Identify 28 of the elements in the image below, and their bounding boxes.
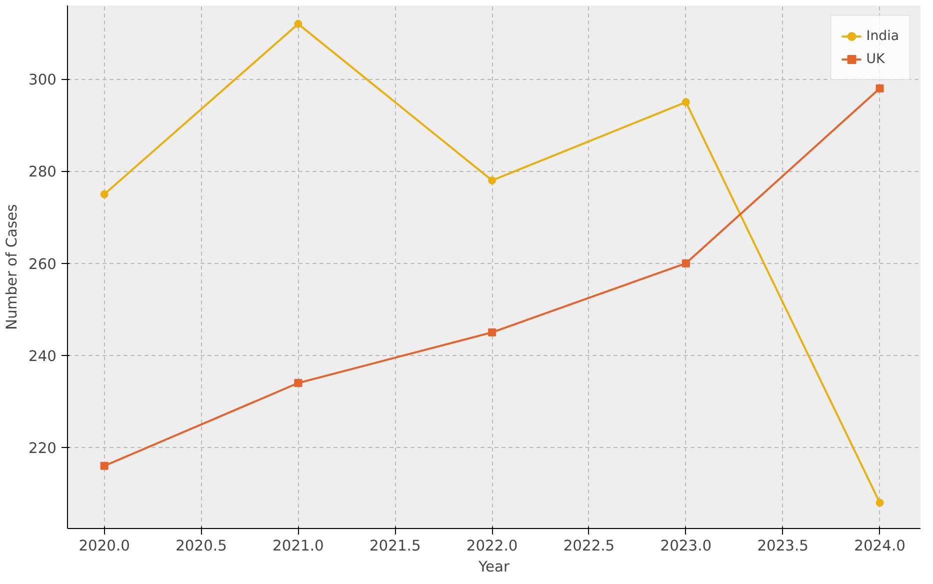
x-tick-label: 2021.0 [272,538,324,554]
point [682,259,690,268]
y-tick-label: 240 [28,348,57,365]
point [682,98,690,106]
x-tick-label: 2022.0 [466,538,518,554]
y-tick-label: 260 [28,256,57,273]
x-tick-label: 2023.0 [660,538,712,554]
x-tick-label: 2023.5 [757,538,809,554]
x-axis-title: Year [477,558,510,576]
y-tick-label: 280 [28,164,57,181]
point [876,498,884,507]
point [294,379,302,388]
y-axis-title: Number of Cases [4,204,21,330]
x-tick-label: 2021.5 [369,538,421,554]
y-tick-label: 300 [28,72,57,89]
point [294,20,302,28]
legend-label: India [866,28,899,44]
x-tick-label: 2020.5 [176,538,227,554]
point [876,84,884,92]
x-tick-label: 2020.0 [78,538,130,554]
x-tick-label: 2024.0 [854,538,906,554]
point [100,462,108,470]
legend-label: UK [866,52,886,66]
x-tick-label: 2022.5 [563,538,615,554]
point [488,176,496,184]
point [488,328,496,336]
y-tick-label: 220 [28,440,57,457]
point [100,190,108,198]
